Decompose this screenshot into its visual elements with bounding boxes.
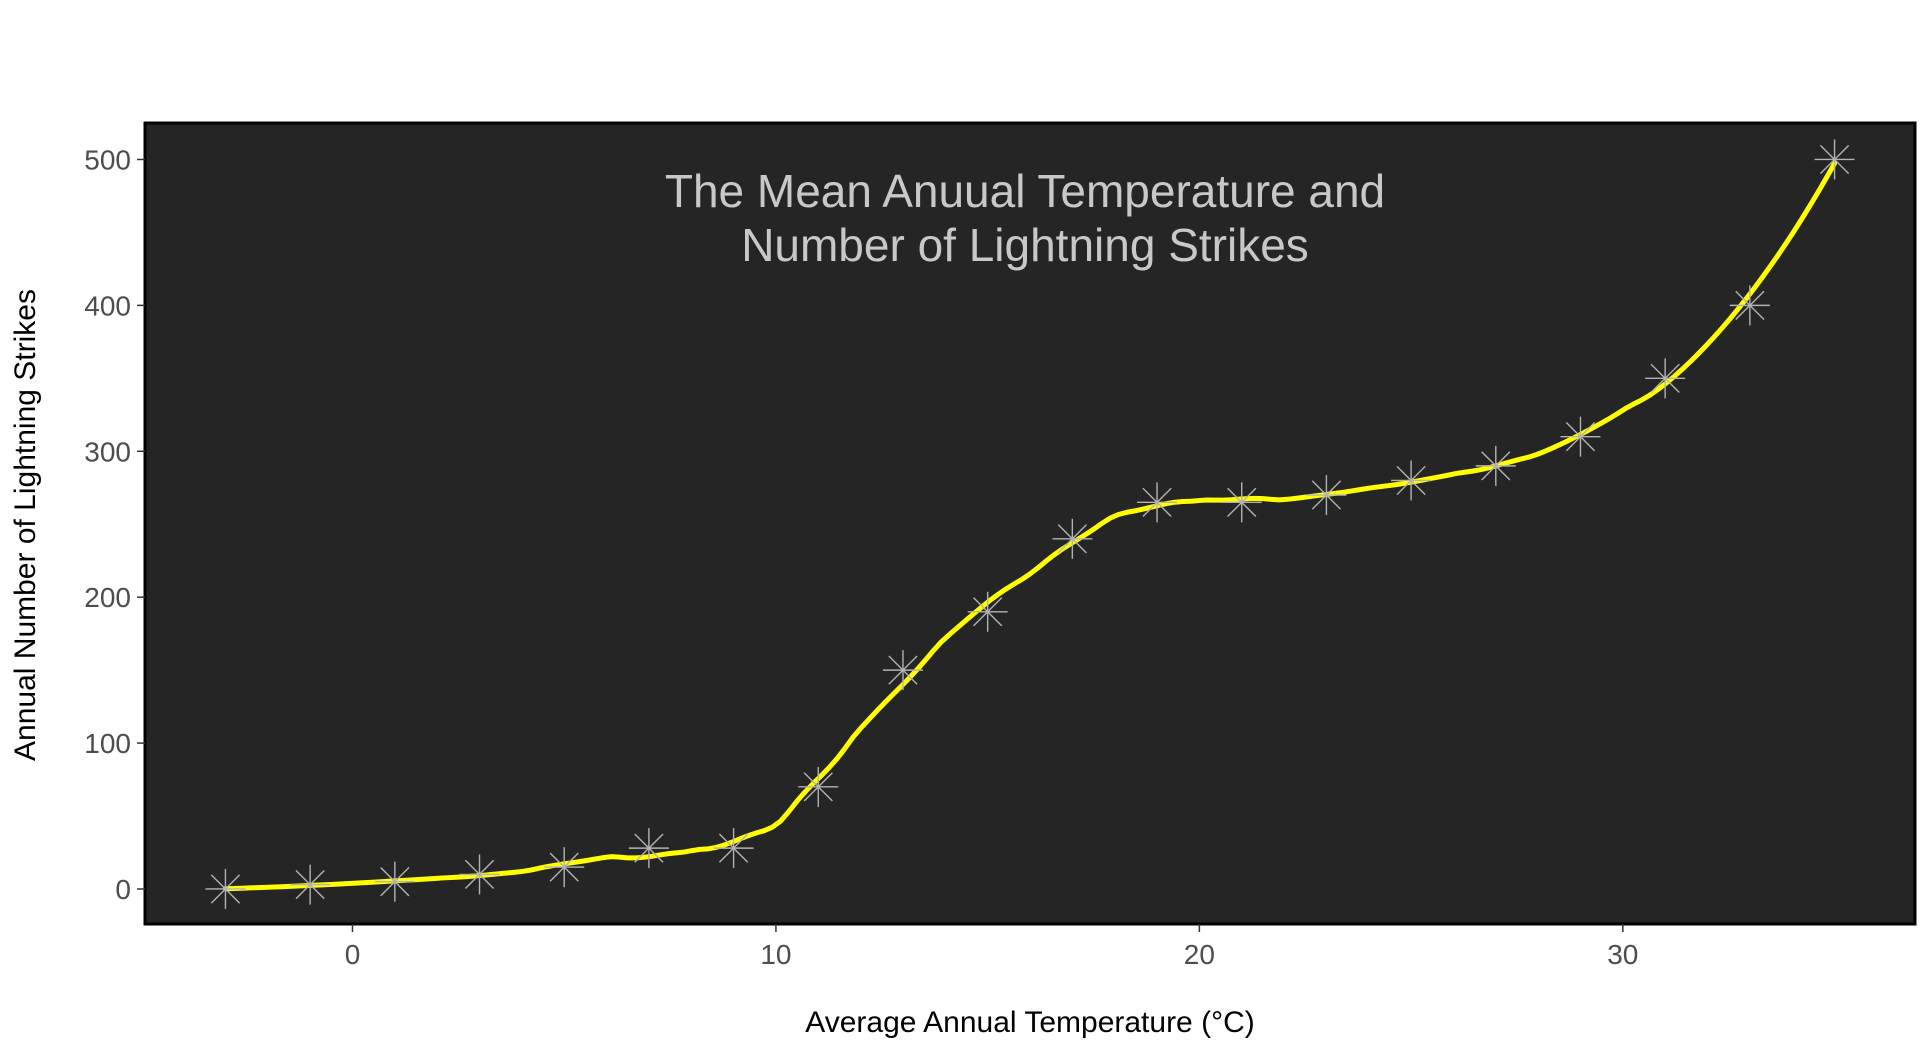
plot-panel [143, 121, 1917, 926]
x-tick-label: 10 [760, 939, 791, 970]
data-point [459, 854, 500, 895]
chart-title-line: Number of Lightning Strikes [741, 219, 1309, 271]
data-point [1729, 285, 1770, 326]
y-tick-label: 200 [84, 582, 131, 613]
data-point [967, 591, 1008, 632]
data-point [1475, 445, 1516, 486]
chart-title-line: The Mean Anuual Temperature and [665, 165, 1385, 217]
data-point [713, 828, 754, 869]
data-point [1306, 475, 1347, 516]
x-axis: 0 10 20 30 [345, 924, 1638, 970]
data-point [1391, 460, 1432, 501]
data-point [1560, 416, 1601, 457]
y-axis: 0 100 200 300 400 500 [84, 144, 145, 905]
x-tick-label: 30 [1607, 939, 1638, 970]
data-point [628, 828, 669, 869]
data-point [1221, 482, 1262, 523]
data-point [1814, 139, 1855, 180]
x-axis-title: Average Annual Temperature (°C) [805, 1006, 1254, 1039]
x-tick-label: 20 [1184, 939, 1215, 970]
data-point [1137, 482, 1178, 523]
data-point [1052, 518, 1093, 559]
y-tick-label: 100 [84, 728, 131, 759]
data-point [544, 847, 585, 888]
y-tick-label: 500 [84, 144, 131, 175]
y-tick-label: 300 [84, 436, 131, 467]
data-points-layer [205, 139, 1855, 909]
data-point [205, 868, 246, 909]
data-point [1645, 358, 1686, 399]
x-tick-label: 0 [345, 939, 361, 970]
data-point [882, 650, 923, 691]
y-tick-label: 0 [115, 874, 131, 905]
data-point [798, 766, 839, 807]
y-axis-title: Annual Number of Lightning Strikes [9, 289, 42, 761]
data-point [290, 864, 331, 905]
y-tick-label: 400 [84, 290, 131, 321]
data-point [374, 861, 415, 902]
